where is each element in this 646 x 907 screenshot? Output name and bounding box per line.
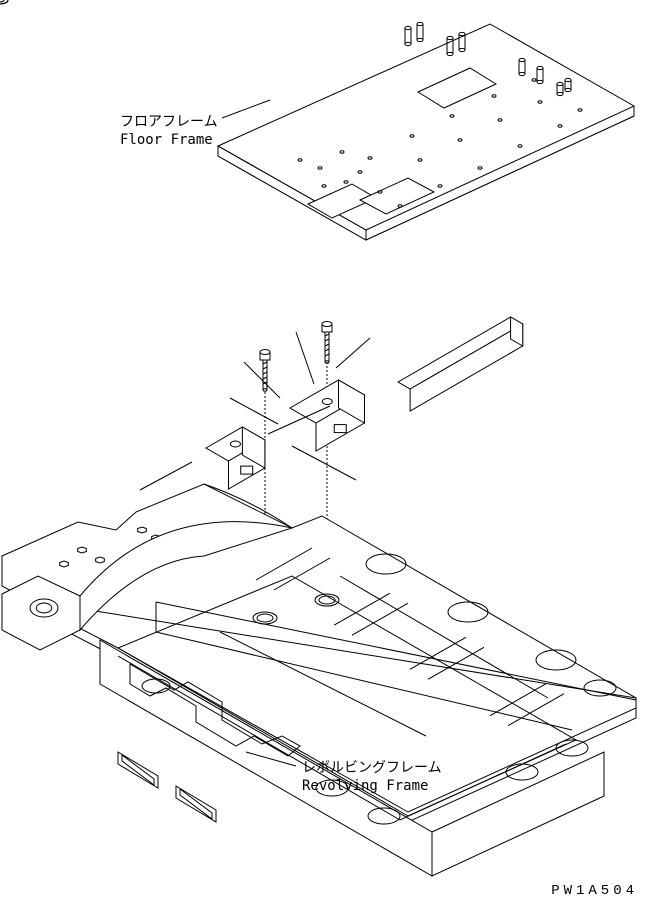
revolving-frame-label-jp: レボルビングフレーム — [302, 760, 442, 776]
drawing-code: PW1A504 — [551, 883, 638, 899]
floor-frame-label-jp: フロアフレーム — [120, 114, 218, 130]
revolving-frame-label-en: Revolving Frame — [302, 778, 428, 794]
floor-frame-label-en: Floor Frame — [120, 132, 213, 148]
floor-frame-leader — [222, 100, 270, 118]
